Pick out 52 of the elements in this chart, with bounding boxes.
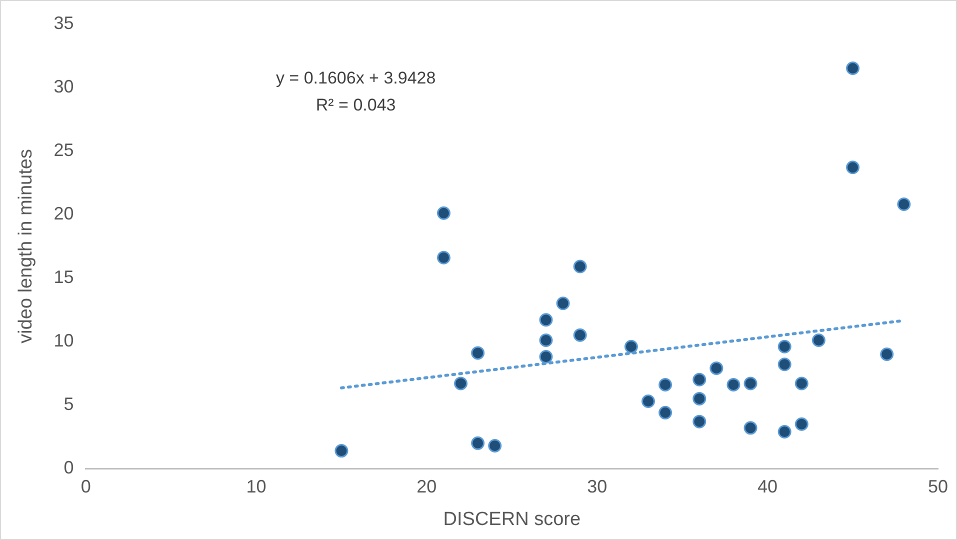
point [454, 376, 468, 390]
point [778, 424, 792, 438]
y-tick-label: 10 [54, 330, 74, 350]
point [778, 340, 792, 354]
x-tick-label: 30 [587, 476, 608, 496]
annotation: R² = 0.043 [316, 95, 396, 114]
y-tick-label: 15 [54, 266, 74, 287]
point [846, 62, 860, 76]
x-tick-label: 10 [246, 476, 266, 496]
point [692, 392, 706, 406]
point [334, 444, 348, 458]
point [573, 260, 587, 274]
point [744, 376, 758, 390]
point [710, 361, 724, 375]
y-tick-label: 0 [64, 458, 74, 478]
y-tick-label: 30 [54, 76, 74, 96]
point [539, 350, 553, 364]
point [539, 333, 553, 347]
x-tick-label: 40 [758, 476, 778, 496]
x-tick-label: 20 [416, 476, 437, 496]
point [642, 394, 655, 408]
point [471, 346, 485, 360]
point [573, 328, 587, 342]
point [658, 406, 672, 420]
y-tick-label: 20 [54, 203, 74, 224]
y-axis-title: video length in minutes [16, 149, 37, 344]
y-tick-label: 5 [64, 394, 74, 414]
point [846, 160, 860, 174]
point [897, 198, 911, 212]
x-tick-label: 50 [928, 476, 948, 496]
point [436, 206, 450, 220]
point [658, 378, 672, 392]
point [624, 340, 638, 354]
point [556, 296, 570, 310]
x-axis-title: DISCERN score [443, 508, 581, 530]
point [488, 438, 502, 452]
point [692, 414, 706, 428]
point [744, 421, 758, 435]
y-tick-label: 35 [54, 12, 74, 33]
x-tick-label: 0 [80, 476, 91, 496]
point [436, 250, 450, 264]
point [726, 378, 740, 392]
point [794, 417, 808, 431]
annotation: y = 0.1606x + 3.9428 [276, 68, 436, 88]
y-tick-label: 25 [54, 140, 74, 160]
point [692, 372, 706, 386]
point [471, 436, 485, 450]
point [778, 358, 792, 372]
point [812, 333, 826, 347]
point [539, 313, 553, 327]
point [794, 376, 808, 390]
point [880, 347, 894, 361]
